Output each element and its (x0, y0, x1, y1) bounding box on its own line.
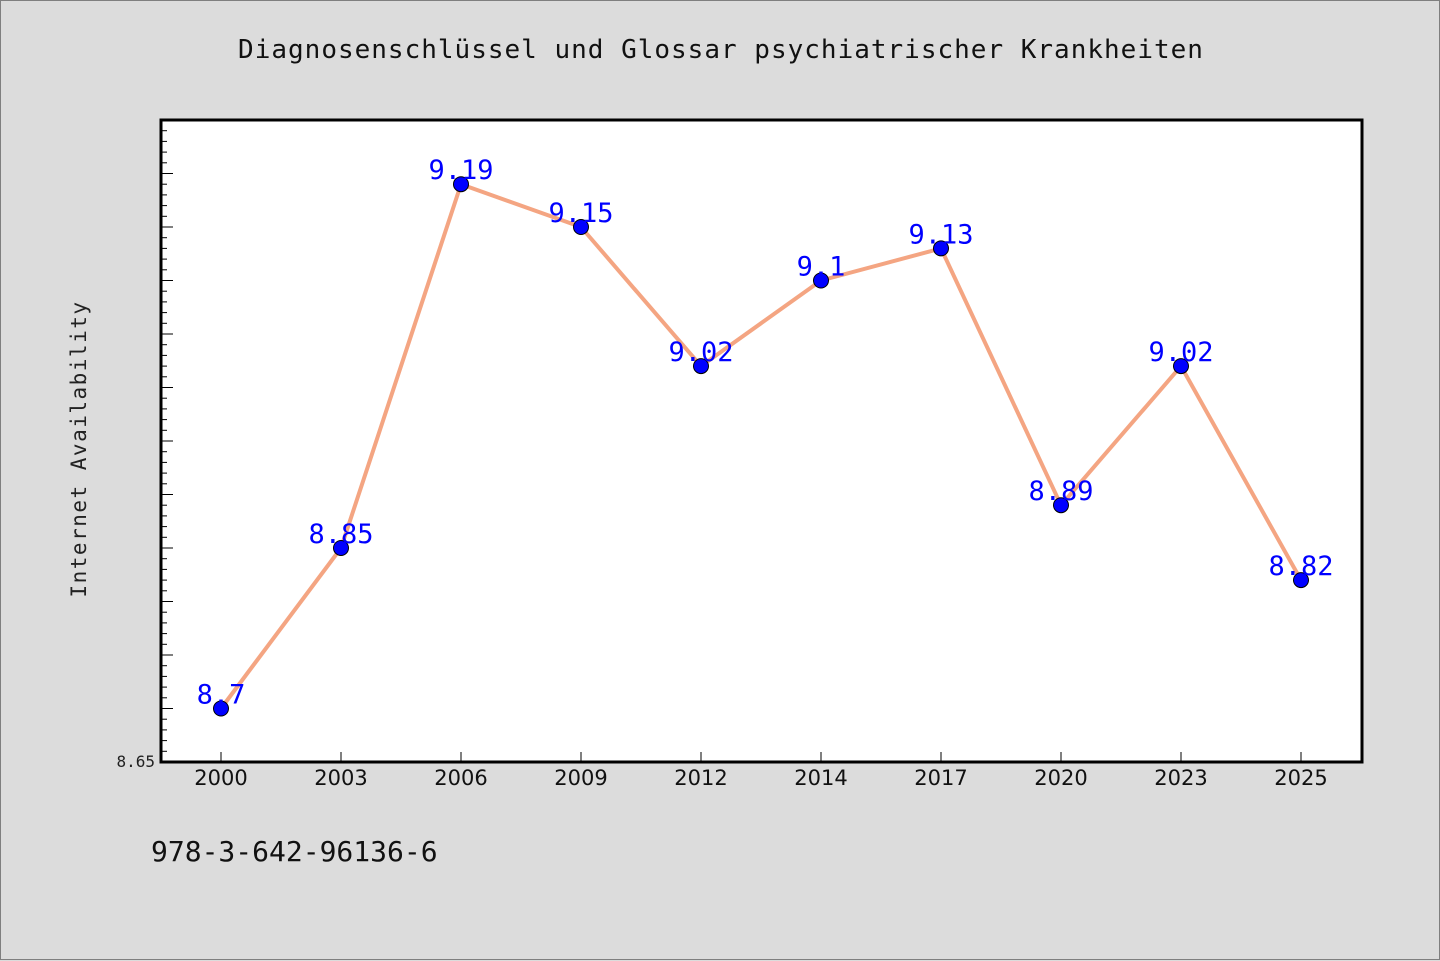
x-tick-label: 2006 (434, 766, 487, 790)
y-tick-label: 8.65 (116, 752, 155, 771)
x-tick-label: 2009 (554, 766, 607, 790)
isbn-text: 978-3-642-96136-6 (151, 835, 438, 868)
data-label: 9.02 (1148, 337, 1213, 368)
data-point (1173, 358, 1189, 375)
data-point (933, 240, 949, 257)
x-tick-label: 2003 (314, 766, 367, 790)
chart-title: Diagnosenschlüssel und Glossar psychiatr… (238, 35, 1204, 65)
data-label: 8.85 (308, 519, 373, 550)
data-label: 8.82 (1268, 551, 1333, 582)
x-tick-label: 2017 (914, 766, 967, 790)
x-tick-label: 2020 (1034, 766, 1087, 790)
data-label: 8.89 (1028, 476, 1093, 507)
x-tick-label: 2000 (194, 766, 247, 790)
data-label: 9.1 (797, 252, 846, 283)
data-label: 9.13 (908, 219, 973, 250)
x-tick-label: 2025 (1274, 766, 1327, 790)
data-label: 9.19 (428, 155, 493, 186)
data-point (213, 700, 229, 717)
data-label: 9.15 (548, 198, 613, 229)
plot-area (159, 118, 1364, 764)
data-point (693, 358, 709, 375)
data-point (453, 176, 469, 193)
data-point (573, 219, 589, 235)
x-tick-label: 2014 (794, 766, 847, 790)
data-point (1053, 497, 1069, 514)
data-point (1293, 572, 1309, 589)
data-point (813, 272, 829, 289)
series-line (219, 182, 1303, 710)
data-label: 9.02 (668, 337, 733, 368)
x-tick-label: 2012 (674, 766, 727, 790)
data-point (333, 540, 349, 556)
x-tick-label: 2023 (1154, 766, 1207, 790)
data-label: 8.7 (197, 680, 246, 711)
